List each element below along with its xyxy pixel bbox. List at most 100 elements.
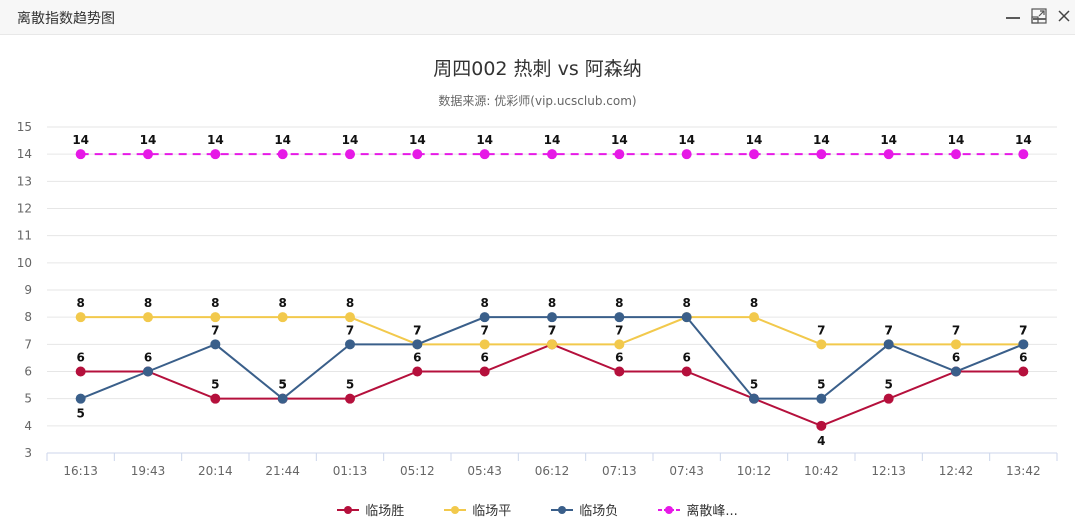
data-point[interactable]: [883, 149, 894, 160]
data-point[interactable]: [951, 366, 961, 377]
data-point[interactable]: [75, 393, 86, 404]
window-titlebar: 离散指数趋势图: [0, 0, 1075, 35]
data-label: 14: [948, 133, 965, 147]
data-label: 5: [750, 378, 758, 392]
x-tick-label: 10:12: [737, 464, 772, 478]
data-point[interactable]: [816, 393, 827, 404]
data-point[interactable]: [681, 149, 692, 160]
x-tick-label: 01:13: [333, 464, 368, 478]
data-label: 14: [274, 133, 291, 147]
legend-item-loss[interactable]: 临场负: [551, 500, 618, 519]
data-point[interactable]: [749, 149, 759, 160]
data-label: 6: [480, 351, 488, 365]
minimize-button[interactable]: [1028, 6, 1050, 28]
data-point[interactable]: [1018, 339, 1029, 350]
data-point[interactable]: [412, 339, 423, 350]
data-point[interactable]: [614, 339, 625, 350]
data-label: 6: [144, 351, 152, 365]
data-point[interactable]: [210, 393, 221, 404]
legend-label: 临场负: [579, 504, 619, 519]
data-point[interactable]: [210, 339, 221, 350]
data-label: 6: [952, 351, 960, 365]
maximize-icon: [1031, 8, 1047, 24]
legend-marker-icon: [337, 505, 360, 515]
chart-subtitle: 数据来源: 优彩师(vip.ucsclub.com): [438, 94, 637, 108]
data-point[interactable]: [345, 393, 355, 404]
data-label: 14: [342, 133, 359, 147]
data-point[interactable]: [277, 393, 288, 404]
data-point[interactable]: [143, 149, 153, 160]
data-point[interactable]: [143, 366, 153, 377]
data-point[interactable]: [479, 149, 490, 160]
data-point[interactable]: [1018, 149, 1029, 160]
data-label: 5: [278, 378, 286, 392]
data-label: 14: [813, 133, 830, 147]
data-point[interactable]: [412, 149, 423, 160]
close-button[interactable]: [1053, 5, 1075, 27]
data-label: 8: [682, 296, 690, 310]
x-tick-label: 05:43: [467, 464, 502, 478]
legend-item-win[interactable]: 临场胜: [337, 500, 404, 519]
data-point[interactable]: [614, 366, 625, 377]
maximize-button[interactable]: [1028, 5, 1050, 27]
data-point[interactable]: [479, 339, 490, 350]
line-chart: 3 4 5 6 7 8 9 10 11 12 13 14 15 16:13 19:43 20:14 21:44 0…: [17, 120, 1058, 478]
data-label: 5: [211, 378, 219, 392]
data-point[interactable]: [749, 312, 759, 323]
data-point[interactable]: [951, 149, 961, 160]
data-point[interactable]: [816, 339, 827, 350]
chart-title: 周四002 热刺 vs 阿森纳: [433, 58, 642, 80]
data-point[interactable]: [75, 366, 86, 377]
data-label: 5: [346, 378, 354, 392]
data-label: 6: [76, 351, 84, 365]
data-label: 7: [480, 323, 488, 337]
data-point[interactable]: [681, 312, 692, 323]
data-point[interactable]: [749, 393, 759, 404]
y-tick-label: 5: [24, 392, 32, 406]
data-label: 7: [1019, 323, 1027, 337]
data-point[interactable]: [277, 312, 288, 323]
data-point[interactable]: [547, 312, 557, 323]
data-point[interactable]: [816, 420, 827, 431]
legend-item-draw[interactable]: 临场平: [444, 500, 511, 519]
legend-item-peak[interactable]: 离散峰...: [658, 500, 738, 519]
data-point[interactable]: [1018, 366, 1029, 377]
data-point[interactable]: [210, 149, 221, 160]
legend-label: 离散峰...: [686, 504, 738, 519]
data-point[interactable]: [816, 149, 827, 160]
data-point[interactable]: [479, 312, 490, 323]
data-point[interactable]: [412, 366, 423, 377]
data-point[interactable]: [210, 312, 221, 323]
minimize-button[interactable]: [1002, 5, 1024, 27]
data-point[interactable]: [547, 339, 557, 350]
data-point[interactable]: [75, 312, 86, 323]
data-label: 14: [880, 133, 897, 147]
data-label: 6: [615, 351, 623, 365]
data-point[interactable]: [345, 149, 355, 160]
minimize-icon: [1006, 17, 1020, 19]
y-tick-label: 12: [17, 202, 32, 216]
x-tick-label: 12:42: [939, 464, 974, 478]
data-point[interactable]: [75, 149, 86, 160]
data-label: 14: [476, 133, 493, 147]
y-tick-label: 6: [24, 365, 32, 379]
data-point[interactable]: [345, 312, 355, 323]
data-point[interactable]: [883, 393, 894, 404]
data-label: 6: [1019, 351, 1027, 365]
data-point[interactable]: [547, 149, 557, 160]
data-point[interactable]: [883, 339, 894, 350]
data-point[interactable]: [277, 149, 288, 160]
data-label: 7: [413, 323, 421, 337]
data-label: 8: [76, 296, 84, 310]
data-point[interactable]: [479, 366, 490, 377]
data-point[interactable]: [681, 366, 692, 377]
data-point[interactable]: [345, 339, 355, 350]
data-point[interactable]: [951, 339, 961, 350]
data-point[interactable]: [614, 149, 625, 160]
data-label: 6: [682, 351, 690, 365]
x-tick-label: 12:13: [871, 464, 906, 478]
data-point[interactable]: [614, 312, 625, 323]
y-tick-label: 13: [17, 174, 32, 188]
legend-label: 临场平: [472, 504, 512, 519]
data-point[interactable]: [143, 312, 153, 323]
